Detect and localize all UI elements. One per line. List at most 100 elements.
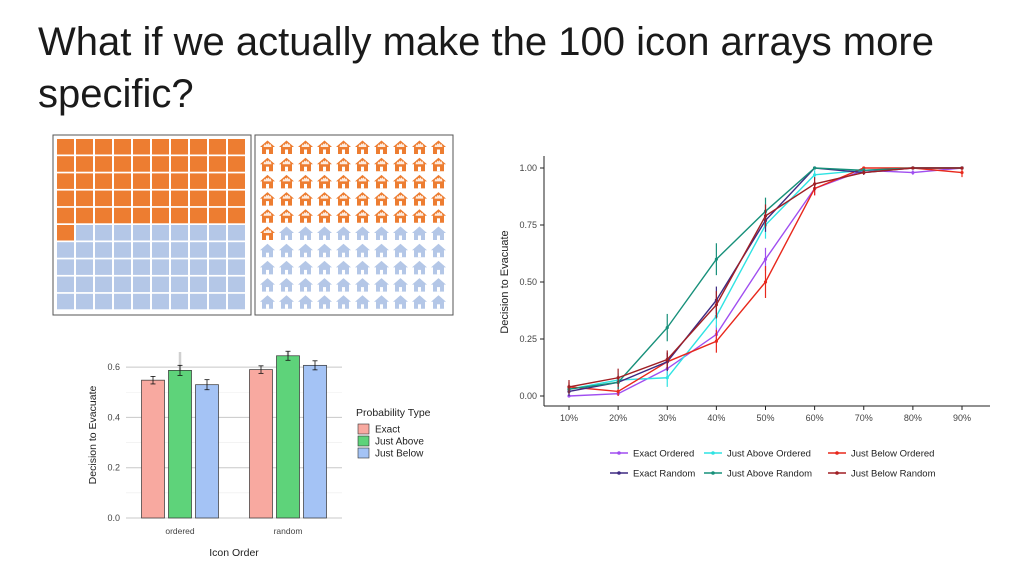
fire-shape: [320, 194, 329, 199]
house-door: [304, 218, 307, 223]
house-icon: [431, 260, 446, 275]
square-icon: [133, 156, 150, 172]
house-door: [323, 304, 326, 309]
house-shape: [374, 174, 389, 189]
house-door: [418, 201, 421, 206]
house-icon: [260, 278, 275, 292]
legend-point: [617, 471, 621, 475]
bar: [303, 364, 327, 519]
square-icon: [57, 293, 74, 310]
square-icon: [76, 173, 93, 189]
square-icon: [76, 139, 93, 155]
square-icon: [228, 207, 245, 224]
square-icon: [152, 207, 169, 224]
data-point: [862, 168, 866, 172]
square-icon: [209, 242, 226, 258]
house-icon: [393, 174, 408, 189]
house-icon: [431, 226, 446, 240]
house-shape: [298, 243, 313, 258]
y-tick-label: 0.25: [519, 334, 537, 344]
house-icon: [393, 260, 408, 275]
square-icon: [171, 293, 188, 310]
house-door: [437, 304, 440, 309]
square-icon: [76, 293, 93, 310]
house-shape: [279, 140, 294, 154]
house-door: [361, 252, 364, 258]
house-shape: [279, 260, 294, 275]
square-icon: [171, 173, 188, 189]
data-point: [911, 170, 915, 175]
x-tick-label: ordered: [165, 526, 195, 536]
square-icon: [190, 225, 207, 241]
house-shape: [317, 226, 332, 240]
house-shape: [374, 226, 389, 240]
square-icon: [133, 242, 150, 258]
x-axis-label: Icon Order: [209, 547, 259, 559]
square-icon: [114, 173, 131, 189]
house-icon: [374, 278, 389, 292]
house-icon: [412, 243, 427, 258]
house-shape: [279, 174, 294, 189]
y-tick-label: 0.50: [519, 277, 537, 287]
house-icon: [393, 295, 408, 309]
house-shape: [412, 260, 427, 275]
house-icon: [260, 157, 275, 172]
square-icon: [57, 276, 74, 293]
y-tick-label: 0.2: [107, 463, 120, 473]
house-icon: [260, 174, 275, 189]
square-icon: [114, 139, 131, 155]
y-axis-label: Decision to Evacuate: [87, 386, 99, 485]
house-icon: [355, 157, 370, 172]
square-icon: [190, 156, 207, 172]
house-icon: [412, 192, 427, 206]
house-shape: [317, 278, 332, 292]
house-shape: [412, 209, 427, 223]
square-icon: [171, 242, 188, 258]
house-icon: [279, 192, 294, 206]
x-tick-label: 10%: [560, 413, 578, 423]
house-shape: [412, 192, 427, 206]
house-door: [399, 304, 402, 309]
fire-shape: [377, 160, 386, 165]
legend-label: Exact Random: [633, 469, 695, 480]
house-icon: [298, 192, 313, 206]
house-door: [266, 252, 269, 258]
fire-shape: [339, 160, 348, 165]
house-door: [285, 166, 288, 172]
house-icon: [317, 278, 332, 292]
house-shape: [260, 278, 275, 292]
square-icon: [114, 190, 131, 207]
house-shape: [431, 226, 446, 240]
square-icon: [171, 190, 188, 207]
house-door: [437, 218, 440, 223]
house-icon: [412, 157, 427, 172]
house-shape: [393, 174, 408, 189]
x-tick-label: 80%: [904, 413, 922, 423]
fire-shape: [263, 143, 272, 147]
legend-label: Just Above: [375, 437, 424, 448]
house-door: [399, 252, 402, 258]
house-shape: [317, 192, 332, 206]
house-shape: [298, 260, 313, 275]
house-icon: [374, 174, 389, 189]
house-door: [437, 183, 440, 189]
house-door: [266, 304, 269, 309]
fire-shape: [396, 177, 405, 182]
house-door: [323, 235, 326, 240]
data-point: [763, 257, 768, 261]
house-door: [304, 235, 307, 240]
house-icon: [374, 243, 389, 258]
house-shape: [260, 209, 275, 223]
data-point: [813, 173, 817, 177]
house-shape: [298, 278, 313, 292]
house-shape: [431, 260, 446, 275]
legend-label: Just Above Ordered: [727, 449, 811, 460]
house-icon: [431, 140, 446, 154]
house-door: [285, 287, 288, 292]
x-tick-label: random: [274, 526, 303, 536]
house-shape: [431, 243, 446, 258]
square-icon: [190, 276, 207, 293]
house-door: [323, 149, 326, 154]
house-door: [437, 252, 440, 258]
house-shape: [279, 295, 294, 309]
